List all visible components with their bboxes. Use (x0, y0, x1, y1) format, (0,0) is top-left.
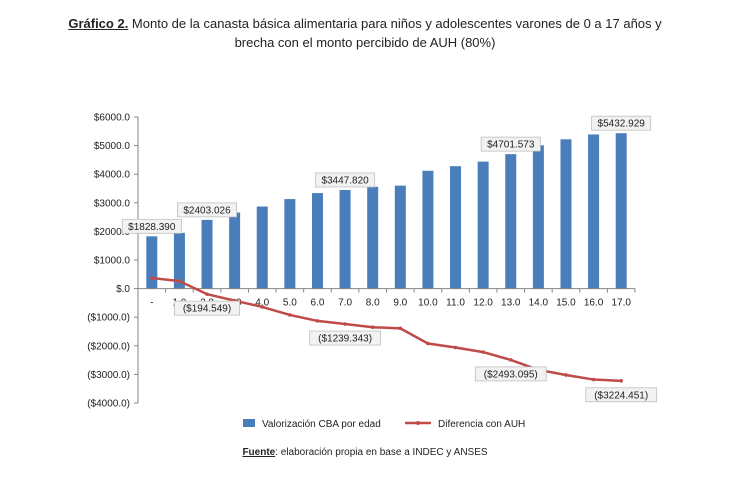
x-tick-label: 10.0 (418, 298, 438, 309)
data-label-box (591, 115, 652, 131)
bar (505, 154, 517, 289)
title-line2: brecha con el monto percibido de AUH (80… (234, 35, 496, 50)
data-label-box (480, 136, 541, 152)
line-point (453, 345, 458, 350)
x-tick-label: 11.0 (446, 298, 465, 309)
line-series-diferencia (151, 276, 622, 383)
x-tick-label: 16.0 (584, 298, 604, 309)
x-tick-label: 17.0 (611, 298, 631, 309)
bar (532, 145, 544, 289)
data-label-box (474, 366, 547, 382)
x-tick-label: 9.0 (393, 298, 407, 309)
legend-label: Diferencia con AUH (438, 419, 525, 430)
data-label-box (315, 172, 376, 188)
y-tick-label: $1000.0 (94, 256, 131, 267)
bar (229, 212, 241, 289)
y-tick-label: ($4000.0) (87, 399, 130, 410)
y-tick-label: $.0 (116, 284, 130, 295)
data-label-box (585, 387, 658, 403)
data-label: $5432.929 (598, 119, 646, 130)
line-point (288, 313, 292, 317)
line-point (315, 319, 320, 323)
data-label: ($1239.343) (318, 334, 372, 345)
title-line1: Monto de la canasta básica alimentaria p… (128, 16, 662, 31)
x-tick-label: - (150, 298, 153, 309)
bar (173, 232, 185, 289)
data-label: ($194.549) (183, 304, 231, 315)
bar (311, 193, 323, 289)
bar (560, 139, 572, 289)
x-tick-label: 15.0 (556, 298, 576, 309)
line-point (398, 326, 403, 331)
line-point (619, 379, 623, 383)
line-point (426, 341, 430, 346)
bar (422, 170, 434, 289)
y-tick-label: $6000.0 (94, 113, 131, 124)
bar (450, 166, 462, 289)
data-label: $3447.820 (321, 175, 369, 186)
bar (256, 206, 268, 289)
y-tick-label: $2000.0 (94, 227, 131, 238)
bar (146, 236, 158, 289)
bar (201, 219, 213, 289)
line-point (260, 305, 265, 309)
bar (367, 186, 379, 289)
data-label: $1828.390 (128, 222, 176, 233)
line-point (508, 358, 513, 362)
bar (588, 134, 600, 289)
source-lead: Fuente (242, 447, 276, 458)
y-tick-label: ($1000.0) (87, 313, 130, 324)
chart-title: Gráfico 2. Monto de la canasta básica al… (40, 14, 690, 52)
line-point (205, 292, 209, 296)
x-tick-label: 14.0 (529, 298, 549, 309)
x-tick-label: 13.0 (501, 298, 521, 309)
y-tick-label: ($2000.0) (87, 341, 130, 352)
line-point (177, 279, 182, 283)
y-tick-label: $3000.0 (94, 198, 131, 209)
data-label-box (121, 218, 182, 234)
y-tick-label: $4000.0 (94, 170, 131, 181)
line-point (343, 322, 347, 326)
x-tick-label: 4.0 (255, 298, 269, 309)
legend-swatch-bar (243, 419, 255, 427)
line-point (481, 350, 485, 354)
bar (477, 161, 489, 289)
x-tick-label: 7.0 (338, 298, 352, 309)
bar (394, 185, 406, 289)
data-label-box (177, 202, 237, 218)
y-tick-label: ($3000.0) (87, 370, 130, 381)
data-label: ($3224.451) (594, 390, 648, 401)
bar (339, 189, 351, 289)
data-label-box (174, 300, 240, 316)
line-point (564, 373, 568, 377)
x-tick-label: 6.0 (311, 298, 325, 309)
line-point (150, 276, 154, 280)
source-text: : elaboración propia en base a INDEC y A… (275, 447, 488, 458)
data-label-box (309, 330, 381, 346)
line-point (591, 377, 596, 382)
title-lead: Gráfico 2. (68, 16, 129, 31)
legend-marker (416, 421, 420, 425)
x-tick-label: 5.0 (283, 298, 297, 309)
source-note: Fuente: elaboración propia en base a IND… (0, 447, 730, 458)
y-tick-label: $5000.0 (94, 141, 131, 152)
bar (615, 133, 627, 289)
x-tick-label: 12.0 (473, 298, 493, 309)
bar (284, 199, 296, 289)
x-tick-label: 8.0 (366, 298, 380, 309)
line-point (370, 325, 375, 330)
data-label: $2403.026 (183, 205, 231, 216)
legend-label: Valorización CBA por edad (262, 419, 381, 430)
data-label: $4701.573 (487, 140, 535, 151)
data-label: ($2493.095) (484, 369, 538, 380)
